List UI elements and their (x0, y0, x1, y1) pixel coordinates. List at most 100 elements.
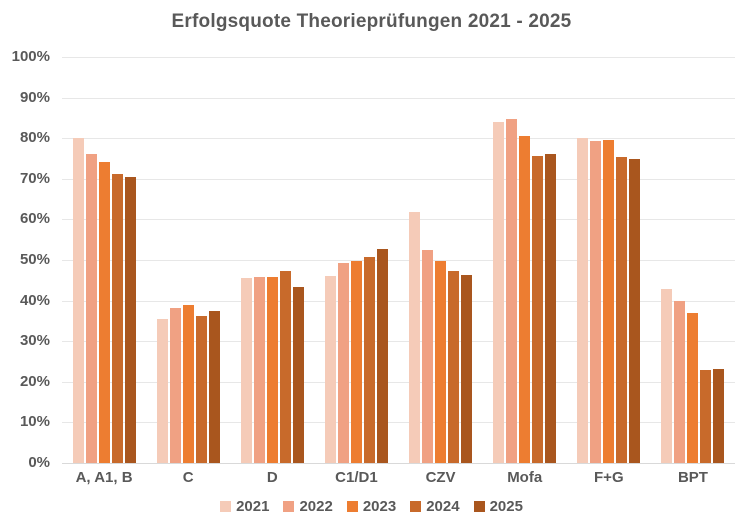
gridline (62, 260, 735, 261)
bar-group-d (230, 57, 314, 463)
bar-2025-c1-d1 (376, 249, 388, 463)
bar-2021-c1-d1 (324, 276, 336, 463)
y-tick-label: 0% (28, 454, 50, 471)
gridline (62, 381, 735, 383)
x-label-c: C (182, 469, 194, 486)
bar-2024-bpt (700, 370, 712, 463)
bar-2021-bpt (661, 289, 673, 463)
bar-group-a-a1-b (62, 57, 146, 463)
y-tick-label: 50% (19, 251, 50, 268)
legend-item-2024: 2024 (410, 498, 460, 515)
bar-2024-d (279, 271, 291, 463)
bar-2025-c (208, 310, 220, 463)
legend-label: 2025 (489, 498, 523, 515)
bar-2021-f-g (577, 138, 589, 463)
plot-area (62, 57, 735, 464)
y-tick-label: 60% (19, 210, 50, 228)
x-axis-line (62, 463, 735, 464)
bar-2025-a-a1-b (124, 177, 136, 463)
bar-2022-bpt (674, 300, 686, 463)
y-axis-tick-labels: 100% 90% 80% 70% 60% 50% 40% 30% 20% 10% 0% (0, 49, 56, 471)
x-label-c1-d1: C1/D1 (335, 469, 378, 486)
bar-2023-czv (435, 260, 447, 463)
x-axis-category-labels: A, A1, B C D C1/D1 CZV Mofa F+G BPT (62, 469, 735, 486)
legend-label: 2024 (426, 498, 460, 515)
bar-2024-f-g (616, 157, 628, 463)
bar-2021-czv (409, 212, 421, 463)
bar-2025-d (292, 287, 304, 463)
x-label-czv: CZV (425, 469, 456, 486)
x-label-f-g: F+G (594, 469, 624, 486)
legend-swatch-icon (410, 501, 422, 512)
bar-2025-czv (461, 274, 473, 463)
y-tick-label: 100% (11, 48, 50, 65)
bar-2025-mofa (545, 154, 557, 463)
legend-swatch-icon (473, 501, 485, 512)
bar-2023-a-a1-b (98, 161, 110, 463)
legend-swatch-icon (283, 501, 295, 512)
bar-2025-bpt (713, 368, 725, 463)
bar-groups (62, 57, 735, 463)
bar-2022-c (169, 307, 181, 463)
x-label-mofa: Mofa (507, 469, 543, 486)
gridline (62, 97, 735, 99)
bar-2023-mofa (519, 135, 531, 463)
bar-group-czv (399, 57, 483, 463)
bar-group-mofa (483, 57, 567, 463)
gridline (62, 422, 735, 424)
x-label-bpt: BPT (677, 469, 708, 486)
gridline (62, 57, 735, 58)
bar-2022-f-g (590, 140, 602, 463)
x-label-d: D (266, 469, 278, 486)
gridline (62, 178, 735, 180)
legend-swatch-icon (220, 501, 232, 512)
gridline (62, 300, 735, 302)
bar-2022-mofa (506, 118, 518, 463)
gridline (62, 219, 735, 221)
bar-2021-c (156, 318, 168, 463)
y-tick-label: 20% (19, 372, 50, 390)
y-tick-label: 30% (19, 332, 50, 350)
x-label-a-a1-b: A, A1, B (75, 469, 133, 486)
bar-group-c1-d1 (314, 57, 398, 463)
legend-item-2022: 2022 (283, 498, 333, 515)
bar-2021-d (240, 277, 252, 463)
y-tick-label: 90% (19, 88, 50, 106)
legend-label: 2022 (299, 498, 333, 515)
y-tick-label: 40% (19, 291, 50, 309)
plot-wrap: 100% 90% 80% 70% 60% 50% 40% 30% 20% 10% 0% (0, 49, 743, 471)
bar-2023-d (266, 276, 278, 463)
bar-group-c (146, 57, 230, 463)
bar-2023-c1-d1 (350, 261, 362, 463)
bar-2024-c1-d1 (363, 257, 375, 463)
bar-2021-a-a1-b (72, 138, 84, 463)
bar-2025-f-g (629, 159, 641, 463)
y-tick-label: 70% (19, 169, 50, 187)
bar-2024-c (195, 315, 207, 463)
gridline (62, 341, 735, 343)
bar-2023-bpt (687, 312, 699, 463)
legend-item-2021: 2021 (220, 498, 269, 515)
y-tick-label: 80% (19, 129, 50, 147)
legend-swatch-icon (346, 501, 358, 512)
bar-2021-mofa (493, 121, 505, 463)
chart-legend: 2021 2022 2023 2024 2025 (0, 498, 743, 515)
bar-group-f-g (567, 57, 651, 463)
bar-2024-czv (448, 270, 460, 463)
bar-2022-a-a1-b (85, 153, 97, 463)
y-tick-label: 10% (19, 413, 50, 431)
chart-title: Erfolgsquote Theorieprüfungen 2021 - 202… (171, 11, 572, 32)
legend-label: 2021 (236, 498, 270, 515)
bar-2024-mofa (532, 155, 544, 463)
bar-2023-c (182, 304, 194, 463)
bar-2022-d (253, 277, 265, 463)
bar-2024-a-a1-b (111, 174, 123, 463)
legend-label: 2023 (362, 498, 397, 515)
legend-item-2025: 2025 (473, 498, 523, 515)
bar-2022-c1-d1 (337, 263, 349, 463)
bar-group-bpt (651, 57, 735, 463)
bar-2022-czv (422, 249, 434, 463)
bar-2023-f-g (603, 139, 615, 463)
legend-item-2023: 2023 (346, 498, 397, 515)
